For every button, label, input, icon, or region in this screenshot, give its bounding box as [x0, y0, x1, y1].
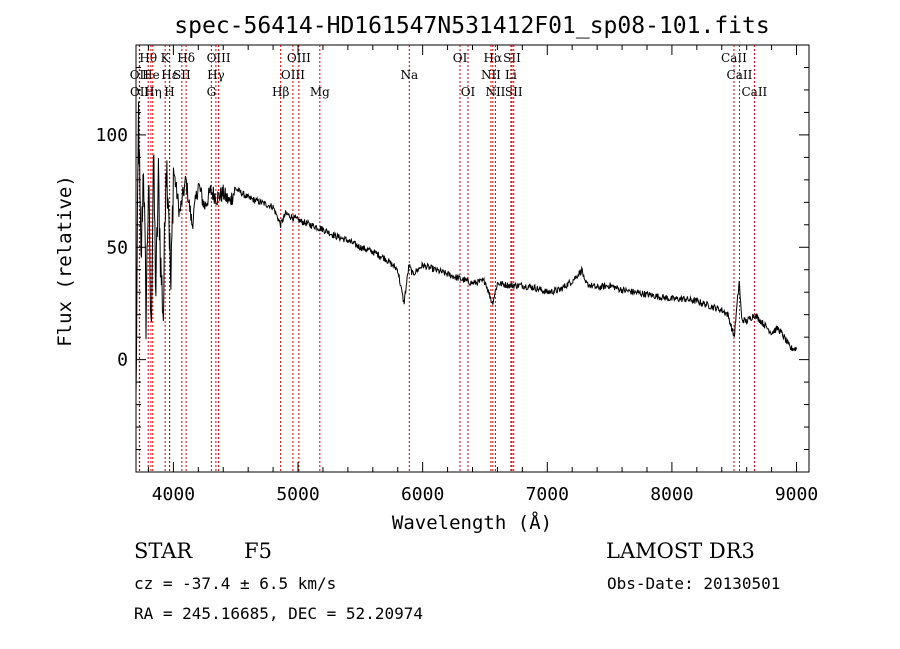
x-tick-label: 5000 [276, 484, 319, 505]
y-tick-label: 0 [117, 350, 128, 371]
line-label: OIII [207, 51, 231, 65]
line-label: Hβ [272, 85, 289, 99]
line-label: Hη [144, 85, 162, 99]
line-label: OI [461, 85, 476, 99]
line-label: Hα [484, 51, 503, 65]
subclass: F5 [244, 539, 272, 563]
x-tick-label: 6000 [401, 484, 444, 505]
line-label: He [142, 68, 160, 82]
line-label: SII [173, 68, 191, 82]
obs-date: Obs-Date: 20130501 [607, 574, 781, 593]
redshift-text: cz = -37.4 ± 6.5 km/s [134, 574, 337, 593]
y-tick-label: 50 [106, 237, 128, 258]
line-label: OIII [281, 68, 305, 82]
line-label: G [207, 85, 217, 99]
line-label: Li [505, 68, 517, 82]
line-label: CaII [727, 68, 753, 82]
x-tick-label: 4000 [152, 484, 195, 505]
line-label: CaII [721, 51, 747, 65]
line-label: Na [400, 68, 418, 82]
y-tick-label: 100 [95, 125, 128, 146]
line-label: OII [130, 85, 150, 99]
plot-frame [135, 44, 810, 473]
line-label: CaII [741, 85, 767, 99]
x-axis-label: Wavelength (Å) [392, 511, 552, 534]
line-label: SII [505, 85, 523, 99]
line-label: OI [453, 51, 468, 65]
line-label: H [164, 85, 174, 99]
x-tick-label: 9000 [775, 484, 818, 505]
x-tick-label: 7000 [526, 484, 569, 505]
x-tick-label: 8000 [650, 484, 693, 505]
coordinates: RA = 245.16685, DEC = 52.20974 [134, 604, 423, 623]
line-label: OIII [287, 51, 311, 65]
line-label: Mg [310, 85, 330, 99]
y-axis-label: Flux (relative) [54, 175, 76, 347]
line-label: Hγ [207, 68, 225, 82]
line-label: K [161, 51, 171, 65]
chart-title: spec-56414-HD161547N531412F01_sp08-101.f… [174, 13, 769, 39]
survey-label: LAMOST DR3 [606, 539, 755, 563]
object-class: STAR [134, 539, 193, 563]
line-label: SII [503, 51, 521, 65]
line-label: Hδ [177, 51, 195, 65]
line-label: Hε [161, 68, 178, 82]
line-label: NII [481, 68, 501, 82]
line-label: Hθ [139, 51, 157, 65]
line-label: NII [485, 85, 505, 99]
spectrum-line [135, 101, 797, 395]
